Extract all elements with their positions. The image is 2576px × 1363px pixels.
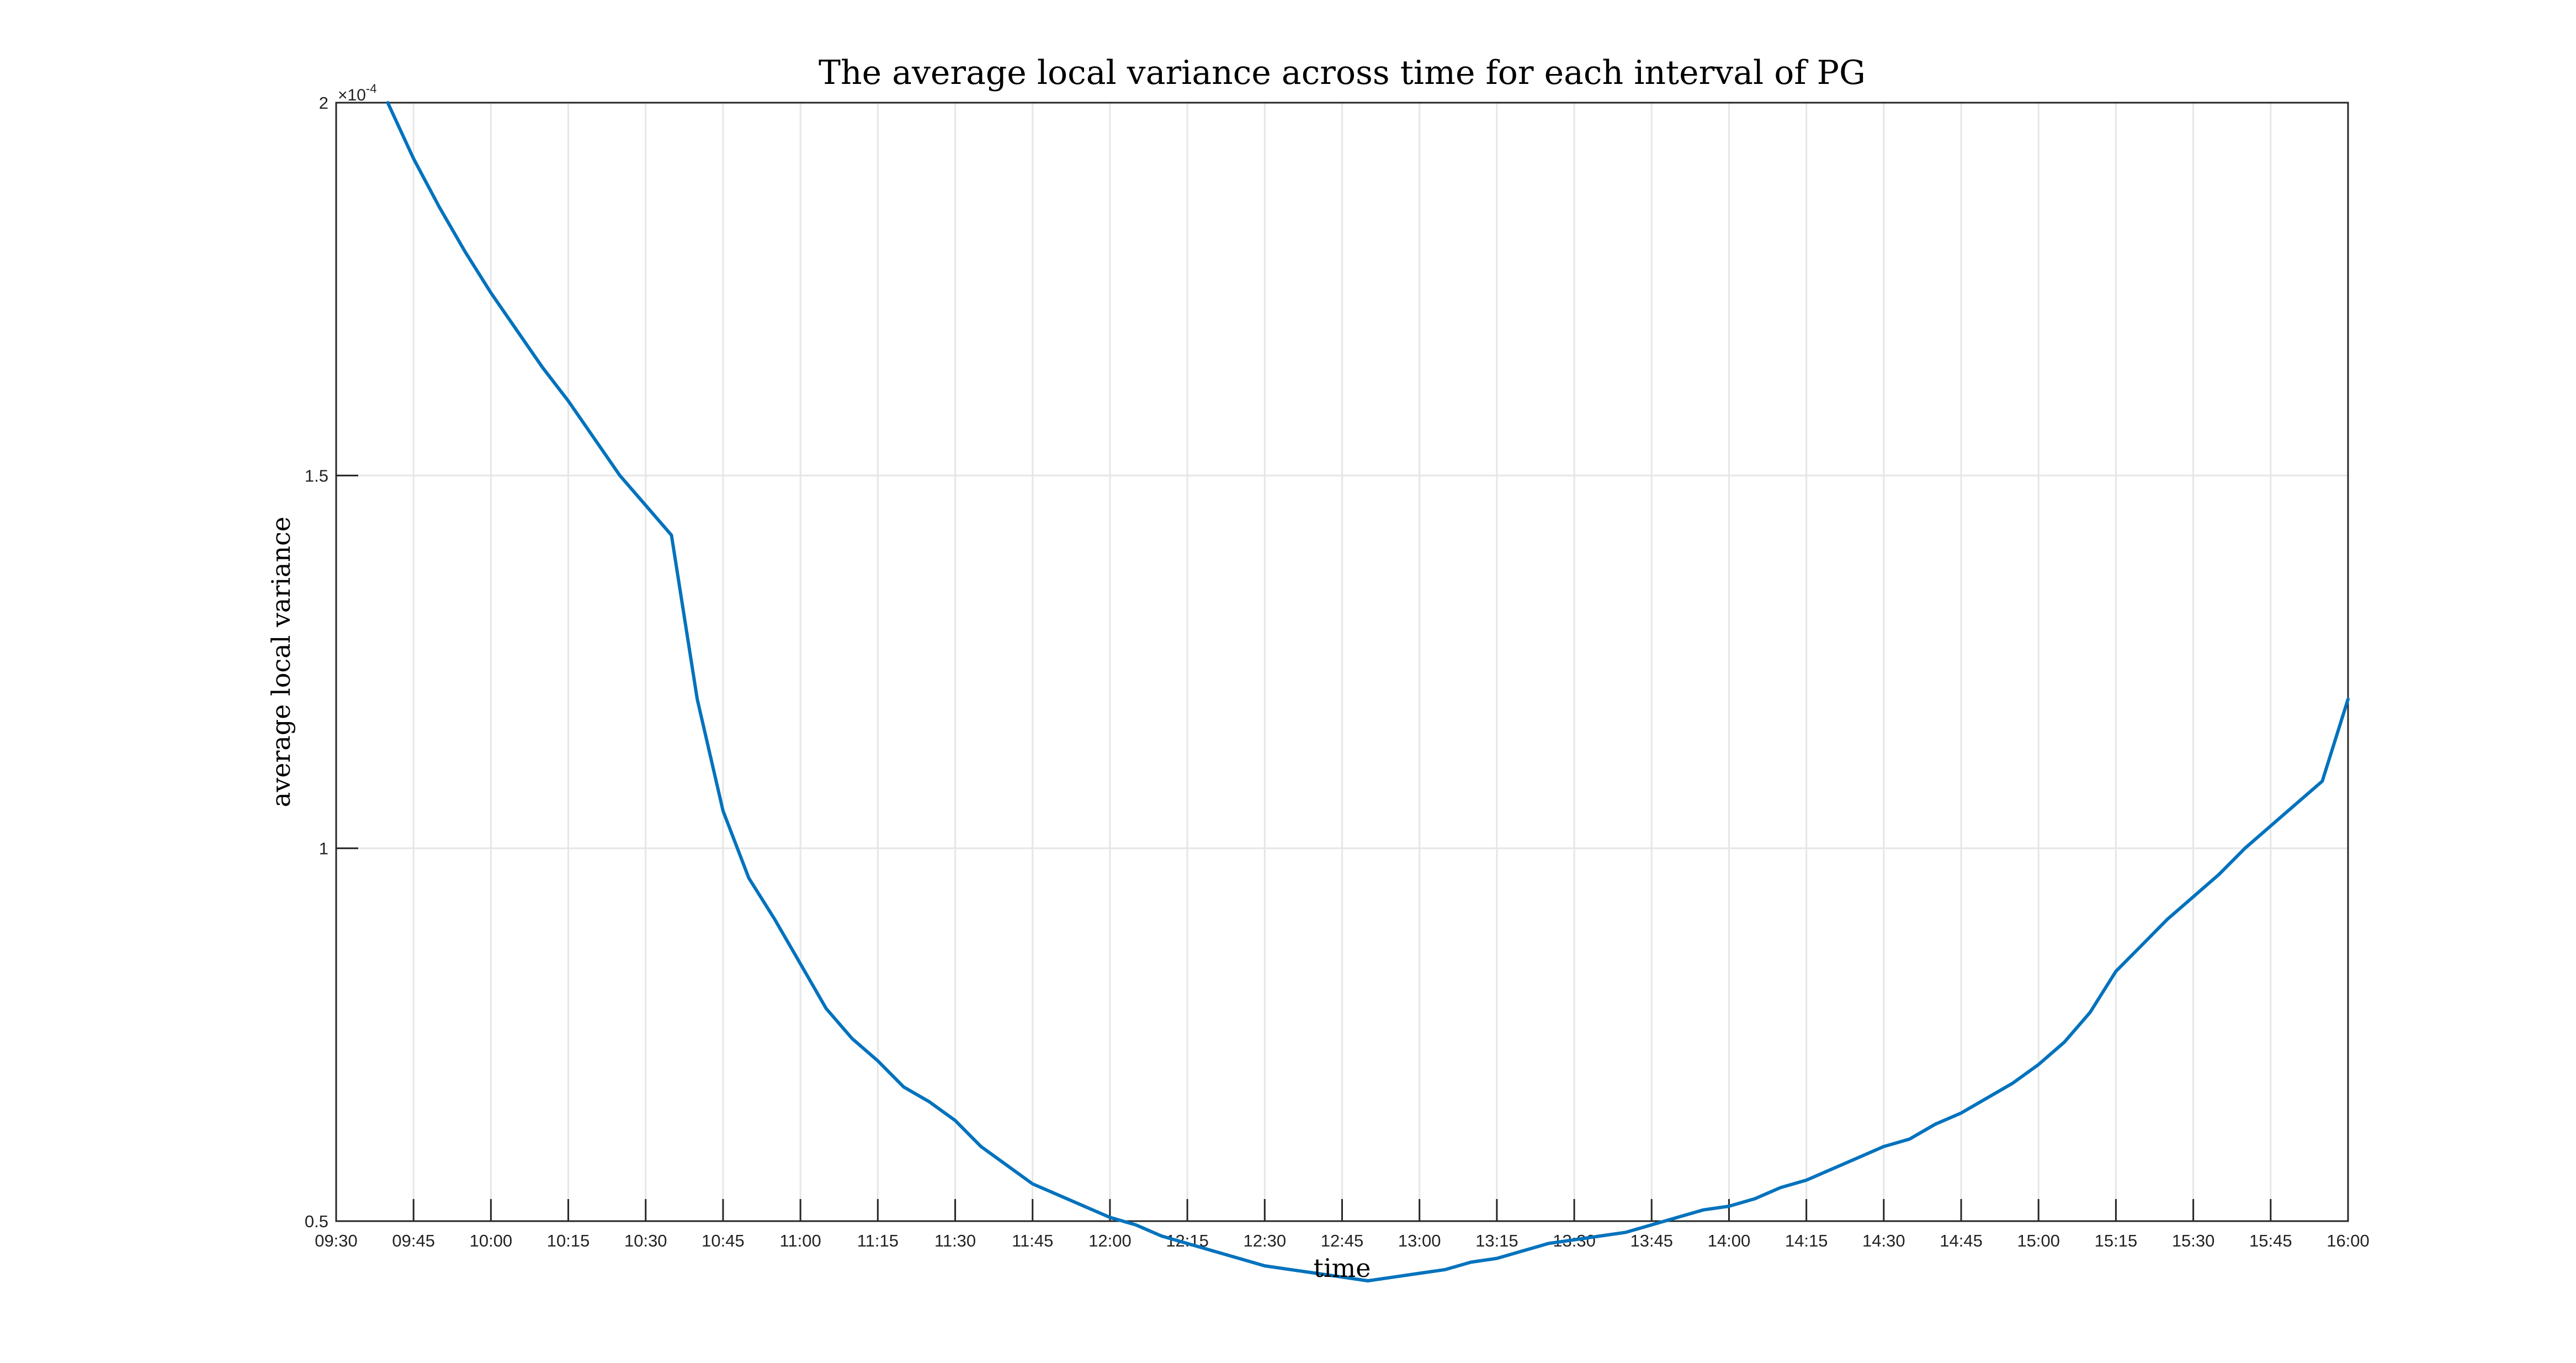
x-tick-label: 11:00 bbox=[780, 1231, 821, 1250]
x-tick-label: 11:45 bbox=[1012, 1231, 1053, 1250]
x-tick-label: 10:30 bbox=[624, 1231, 667, 1250]
x-tick-label: 13:15 bbox=[1475, 1231, 1518, 1250]
x-tick-label: 15:30 bbox=[2172, 1231, 2215, 1250]
x-tick-label: 09:45 bbox=[392, 1231, 435, 1250]
y-tick-label: 1 bbox=[319, 839, 328, 858]
x-tick-label: 10:15 bbox=[547, 1231, 590, 1250]
x-tick-label: 13:45 bbox=[1630, 1231, 1673, 1250]
x-tick-label: 12:45 bbox=[1321, 1231, 1364, 1250]
x-tick-label: 15:45 bbox=[2249, 1231, 2292, 1250]
x-tick-label: 10:45 bbox=[702, 1231, 745, 1250]
x-tick-label: 11:30 bbox=[934, 1231, 976, 1250]
x-tick-label: 14:45 bbox=[1940, 1231, 1983, 1250]
x-tick-label: 12:00 bbox=[1088, 1231, 1132, 1250]
grid-layer bbox=[336, 103, 2348, 1221]
y-tick-label: 1.5 bbox=[305, 466, 328, 485]
y-axis-label: average local variance bbox=[266, 517, 296, 807]
x-tick-label: 14:15 bbox=[1785, 1231, 1828, 1250]
x-tick-label: 11:15 bbox=[857, 1231, 899, 1250]
x-tick-label: 09:30 bbox=[315, 1231, 358, 1250]
x-tick-label: 16:00 bbox=[2327, 1231, 2370, 1250]
y-tick-label: 0.5 bbox=[305, 1212, 328, 1231]
y-tick-label: 2 bbox=[319, 93, 328, 113]
chart-title: The average local variance across time f… bbox=[819, 54, 1866, 92]
x-tick-label: 14:00 bbox=[1708, 1231, 1751, 1250]
x-tick-label: 15:00 bbox=[2017, 1231, 2060, 1250]
x-tick-label: 14:30 bbox=[1862, 1231, 1905, 1250]
tick-layer: 09:30 09:45 10:00 10:15 10:30 10:45 11:00 11:15… bbox=[305, 93, 2370, 1250]
x-axis-label: time bbox=[1313, 1253, 1371, 1283]
x-tick-label: 13:00 bbox=[1398, 1231, 1441, 1250]
y-axis-exponent: ×10-4 bbox=[338, 82, 376, 104]
x-tick-label: 12:30 bbox=[1244, 1231, 1287, 1250]
x-tick-label: 15:15 bbox=[2095, 1231, 2138, 1250]
x-tick-label: 10:00 bbox=[470, 1231, 513, 1250]
y-exponent-power: -4 bbox=[366, 82, 377, 96]
y-exponent-base: ×10 bbox=[338, 86, 366, 104]
series-line bbox=[386, 101, 2350, 1283]
